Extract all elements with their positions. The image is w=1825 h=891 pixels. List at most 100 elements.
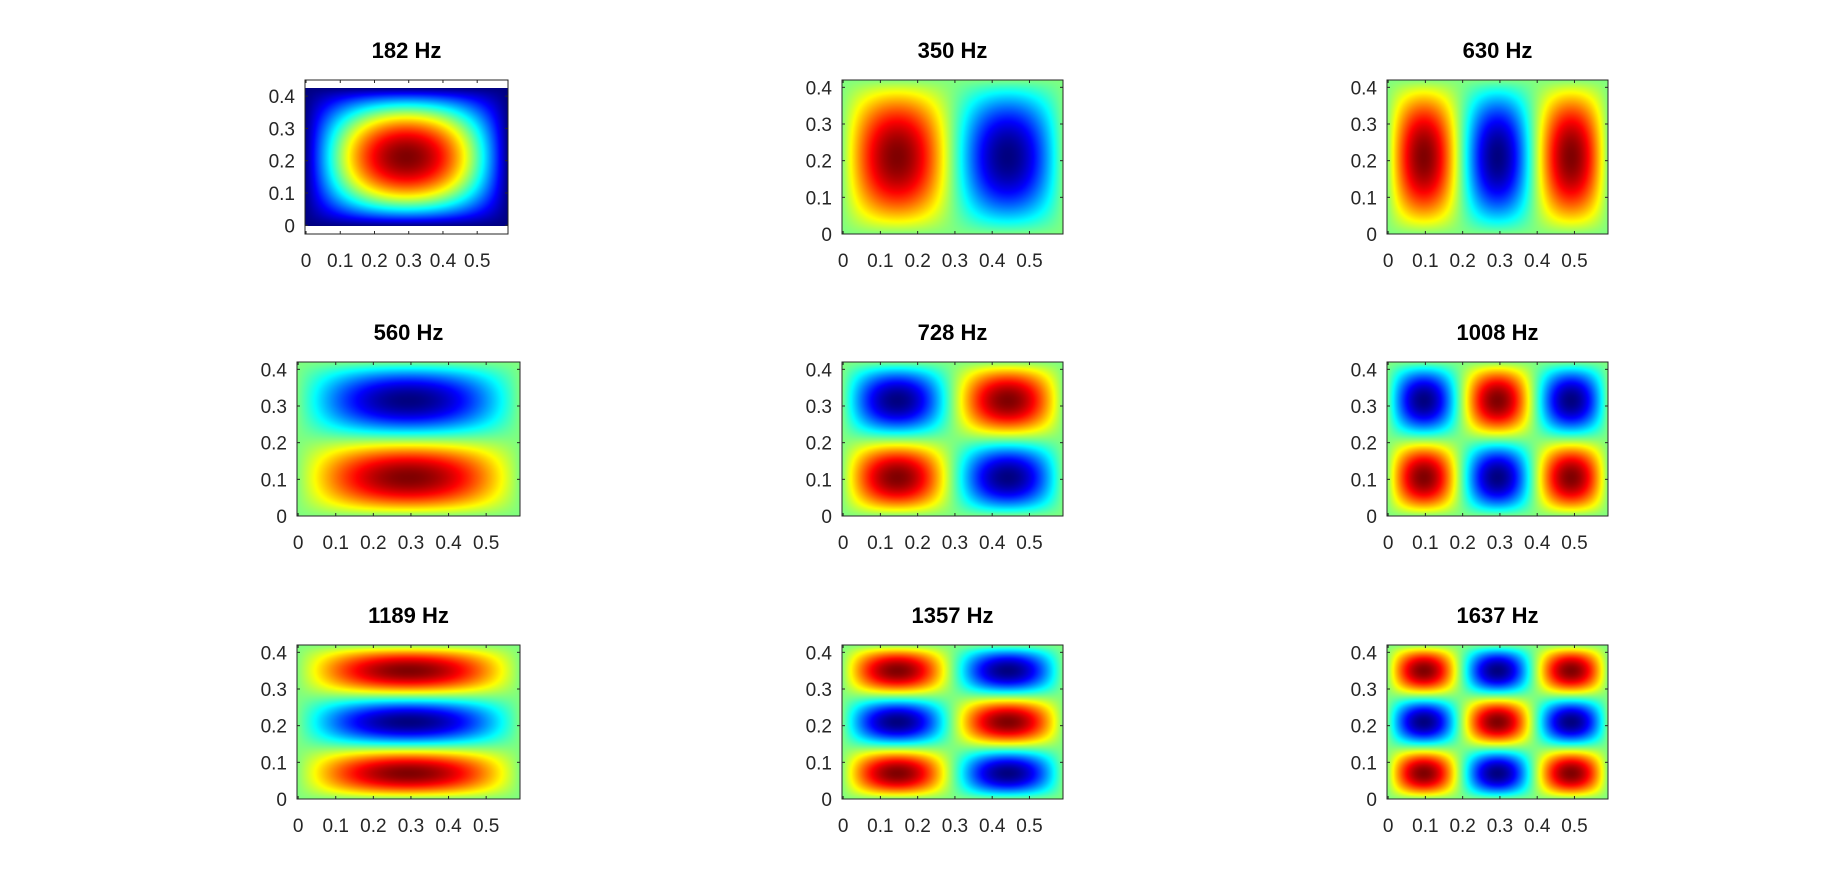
subplot-560-hz: 560 Hz 0 0.1 0.2 0.3 0.4 0.5 0 0.1 0.2 0.3 0.4: [261, 320, 521, 554]
x-tick-label: 0.3: [398, 533, 424, 554]
subplot-title: 1637 Hz: [1457, 603, 1539, 628]
y-tick-label: 0.3: [806, 397, 832, 418]
x-tick-label: 0.3: [942, 816, 968, 837]
subplot-title: 350 Hz: [918, 38, 988, 63]
x-tick-label: 0.4: [979, 533, 1006, 554]
x-tick-label: 0.4: [979, 816, 1006, 837]
y-tick-label: 0.4: [806, 360, 833, 381]
x-tick-label: 0.4: [1524, 533, 1551, 554]
axes-frame: [1386, 361, 1609, 517]
subplot-728-hz: 728 Hz 0 0.1 0.2 0.3 0.4 0.5 0 0.1 0.2 0.3 0.4: [806, 320, 1064, 554]
subplot-title: 1357 Hz: [912, 603, 994, 628]
subplot-title: 1008 Hz: [1457, 320, 1539, 345]
x-tick-label: 0: [838, 533, 849, 554]
y-tick-label: 0.2: [806, 434, 832, 455]
y-tick-label: 0.3: [806, 115, 832, 136]
y-tick-label: 0.3: [1351, 680, 1377, 701]
y-tick-label: 0.2: [269, 152, 295, 173]
x-tick-label: 0.4: [1524, 816, 1551, 837]
subplot-title: 728 Hz: [918, 320, 988, 345]
x-tick-label: 0.4: [435, 533, 462, 554]
axes-frame: [296, 361, 521, 517]
x-tick-label: 0.5: [1016, 816, 1042, 837]
x-tick-label: 0.1: [323, 816, 349, 837]
heatmap-image: [297, 645, 520, 799]
x-tick-label: 0.1: [327, 251, 353, 272]
y-tick-label: 0.3: [806, 680, 832, 701]
heatmap-image: [842, 80, 1063, 234]
y-tick-label: 0.1: [269, 184, 295, 205]
x-tick-label: 0: [838, 251, 849, 272]
y-tick-label: 0: [821, 790, 832, 811]
x-tick-label: 0.3: [398, 816, 424, 837]
subplot-title: 560 Hz: [374, 320, 444, 345]
y-tick-label: 0.2: [806, 152, 832, 173]
y-tick-label: 0: [1366, 790, 1377, 811]
y-tick-label: 0.1: [806, 188, 832, 209]
y-tick-label: 0.1: [806, 470, 832, 491]
x-tick-label: 0.5: [1016, 533, 1042, 554]
x-tick-label: 0.3: [1487, 533, 1513, 554]
y-tick-label: 0.2: [1351, 152, 1377, 173]
y-tick-label: 0.3: [1351, 115, 1377, 136]
x-tick-label: 0.2: [904, 251, 930, 272]
heatmap-image: [1387, 80, 1608, 234]
y-tick-label: 0.1: [1351, 753, 1377, 774]
x-tick-label: 0.5: [473, 816, 499, 837]
axes-frame: [841, 644, 1064, 800]
subplot-630-hz: 630 Hz 0 0.1 0.2 0.3 0.4 0.5 0 0.1 0.2 0.3 0.4: [1351, 38, 1609, 272]
y-tick-label: 0.1: [806, 753, 832, 774]
x-tick-label: 0.1: [323, 533, 349, 554]
x-tick-label: 0.4: [979, 251, 1006, 272]
x-tick-label: 0.3: [1487, 251, 1513, 272]
subplot-1637-hz: 1637 Hz 0 0.1 0.2 0.3 0.4 0.5 0 0.1 0.2 0.3 0.4: [1351, 603, 1609, 837]
x-tick-label: 0.3: [1487, 816, 1513, 837]
y-tick-label: 0.1: [1351, 188, 1377, 209]
axes-frame: [1386, 644, 1609, 800]
axes-frame: [304, 79, 509, 235]
x-tick-label: 0.5: [1561, 533, 1587, 554]
x-tick-label: 0.2: [360, 533, 386, 554]
axes-frame: [1386, 79, 1609, 235]
axes-frame: [841, 79, 1064, 235]
y-tick-label: 0.2: [1351, 434, 1377, 455]
y-tick-label: 0: [821, 507, 832, 528]
x-tick-label: 0.1: [1412, 533, 1438, 554]
x-tick-label: 0.2: [360, 816, 386, 837]
x-tick-label: 0: [1383, 533, 1394, 554]
x-tick-label: 0: [301, 251, 312, 272]
y-tick-label: 0.4: [1351, 360, 1378, 381]
x-tick-label: 0: [838, 816, 849, 837]
y-tick-label: 0.4: [1351, 78, 1378, 99]
x-tick-label: 0.2: [361, 251, 387, 272]
y-tick-label: 0.3: [261, 680, 287, 701]
heatmap-image: [297, 362, 520, 516]
x-tick-label: 0.1: [867, 251, 893, 272]
y-tick-label: 0.4: [261, 643, 288, 664]
x-tick-label: 0.3: [942, 251, 968, 272]
x-tick-label: 0: [1383, 816, 1394, 837]
subplot-1357-hz: 1357 Hz 0 0.1 0.2 0.3 0.4 0.5 0 0.1 0.2 0.3 0.4: [806, 603, 1064, 837]
heatmap-image: [305, 88, 508, 226]
x-tick-label: 0.1: [1412, 251, 1438, 272]
y-tick-label: 0: [276, 790, 287, 811]
y-tick-label: 0: [276, 507, 287, 528]
y-tick-label: 0.4: [806, 643, 833, 664]
x-tick-label: 0.5: [464, 251, 490, 272]
y-tick-label: 0.4: [261, 360, 288, 381]
axes-frame: [296, 644, 521, 800]
heatmap-image: [1387, 362, 1608, 516]
y-tick-label: 0.2: [261, 717, 287, 738]
x-tick-label: 0.5: [1016, 251, 1042, 272]
y-tick-label: 0.1: [1351, 470, 1377, 491]
y-tick-label: 0.4: [1351, 643, 1378, 664]
subplot-title: 1189 Hz: [368, 603, 449, 628]
y-tick-label: 0.3: [261, 397, 287, 418]
subplot-1189-hz: 1189 Hz 0 0.1 0.2 0.3 0.4 0.5 0 0.1 0.2 0.3 0.4: [261, 603, 521, 837]
subplot-title: 182 Hz: [372, 38, 442, 63]
y-tick-label: 0.3: [1351, 397, 1377, 418]
y-tick-label: 0.3: [269, 119, 295, 140]
y-tick-label: 0.2: [806, 717, 832, 738]
x-tick-label: 0.2: [904, 533, 930, 554]
